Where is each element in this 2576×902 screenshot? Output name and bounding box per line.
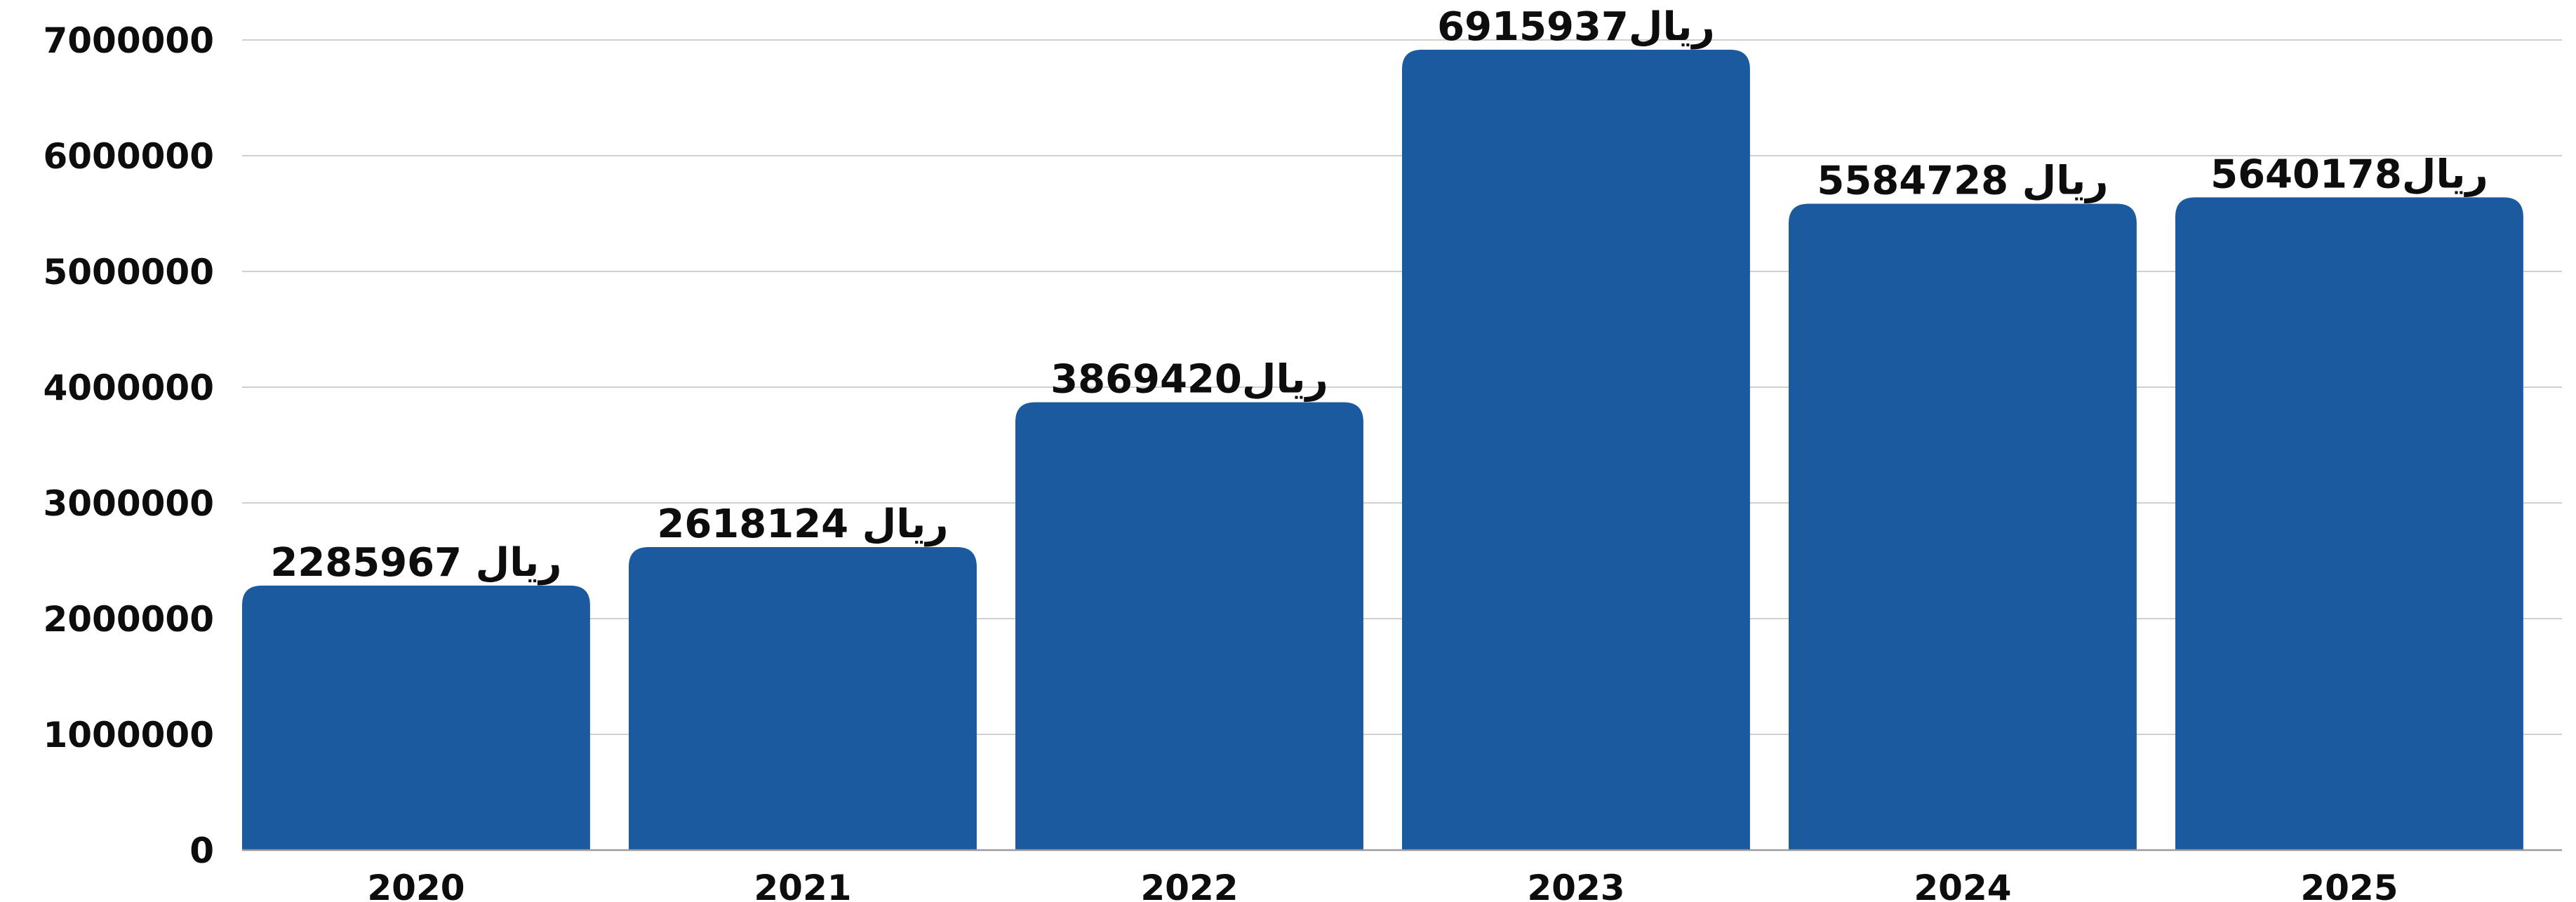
data-label-2020: ريال 2285967 (270, 540, 561, 586)
bar-2023 (1402, 49, 1750, 851)
x-tick-label: 2022 (1140, 868, 1238, 902)
x-tick-label: 2023 (1527, 868, 1624, 902)
bars (242, 49, 2523, 851)
x-tick-label: 2021 (754, 868, 851, 902)
x-tick-label: 2020 (367, 868, 465, 902)
x-axis-tick-labels: 2020 2021 2022 2023 2024 2025 (367, 868, 2398, 902)
data-labels: ريال 2285967 ريال 2618124 ريال3869420 ريال6… (270, 4, 2488, 586)
y-tick-label: 4000000 (43, 368, 214, 408)
data-label-2025: ريال5640178 (2210, 152, 2488, 197)
y-tick-label: 7000000 (43, 20, 214, 61)
bar-2022 (1015, 402, 1363, 850)
data-label-2022: ريال3869420 (1050, 357, 1328, 403)
y-tick-label: 2000000 (43, 599, 214, 640)
bar-2020 (242, 585, 590, 850)
data-label-2023: ريال6915937 (1437, 4, 1715, 50)
data-label-2024: ريال 5584728 (1817, 159, 2108, 204)
data-label-2021: ريال 2618124 (657, 502, 948, 547)
bar-2025 (2175, 197, 2523, 851)
y-tick-label: 5000000 (43, 252, 214, 292)
y-axis-tick-labels: 0 1000000 2000000 3000000 4000000 5000000 6000… (43, 20, 214, 871)
bar-2021 (629, 547, 977, 850)
y-tick-label: 6000000 (43, 136, 214, 177)
y-tick-label: 0 (189, 830, 214, 871)
x-tick-label: 2024 (1914, 868, 2011, 902)
y-tick-label: 3000000 (43, 483, 214, 524)
bar-2024 (1789, 203, 2137, 850)
y-tick-label: 1000000 (43, 715, 214, 755)
x-tick-label: 2025 (2300, 868, 2398, 902)
